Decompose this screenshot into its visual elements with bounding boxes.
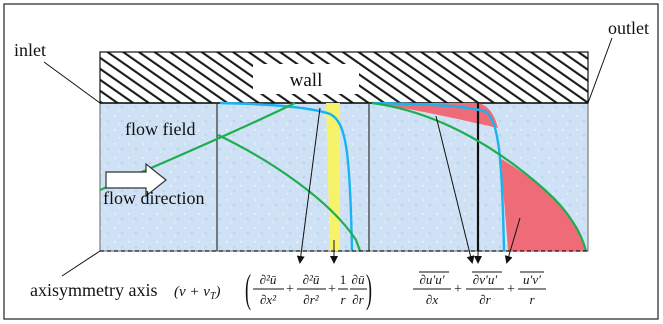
eq-l-plus-1: +: [286, 282, 294, 297]
eq-right-paren: ): [366, 266, 372, 311]
reynolds-fill-lower: [500, 158, 586, 251]
eq-r-t1-den: ∂x: [426, 292, 438, 307]
eq-l-t1-den: ∂x²: [260, 292, 277, 307]
eq-r-t2-num: ∂v′u′: [473, 272, 498, 287]
flow-direction-label: flow direction: [103, 188, 204, 208]
wall-label: wall: [290, 70, 323, 91]
equation-reynolds-terms: ∂u′u′ ∂x + ∂v′u′ ∂r + u′v′ r: [413, 271, 546, 307]
eq-l-t3a-num: 1: [340, 272, 347, 287]
eq-r-t3-den: r: [529, 292, 535, 307]
equation-viscous-terms: (v + vT) ( ∂²ū ∂x² + ∂²ū ∂r² + 1 r ∂ū ∂r…: [174, 266, 372, 311]
eq-l-t3a-den: r: [340, 292, 346, 307]
eq-l-t3b-num: ∂ū: [352, 272, 365, 287]
flow-direction-arrow-icon: [105, 162, 167, 198]
arrow-to-reynolds-term-3: [504, 217, 521, 264]
eq-prefix: (v + vT): [174, 284, 221, 302]
wall-label-box: [253, 64, 359, 94]
eq-r-t2-den: ∂r: [479, 292, 491, 307]
mean-velocity-profile-1: [219, 101, 354, 252]
outlet-label: outlet: [608, 18, 649, 38]
eq-r-t3-num: u′v′: [523, 272, 541, 287]
eq-l-t3b-den: ∂r: [352, 292, 364, 307]
turbulence-profile-2: [217, 134, 362, 252]
eq-l-t2-num: ∂²ū: [303, 272, 320, 287]
eq-l-t2-den: ∂r²: [303, 292, 319, 307]
eq-r-t1-num: ∂u′u′: [419, 272, 444, 287]
eq-l-plus-2: +: [328, 282, 336, 297]
eq-l-t1-num: ∂²ū: [260, 272, 277, 287]
viscous-term-fill: [326, 103, 340, 251]
mean-velocity-profile-2: [371, 101, 506, 252]
inlet-label: inlet: [14, 40, 46, 60]
turbulence-profile-3: [371, 101, 588, 252]
reynolds-fill-upper: [372, 103, 498, 128]
outlet-leader-line: [587, 37, 613, 104]
eq-r-plus-1: +: [454, 282, 462, 297]
flow-field-label: flow field: [125, 119, 195, 139]
axis-label: axisymmetry axis: [30, 280, 157, 300]
eq-left-paren: (: [245, 266, 251, 311]
eq-r-plus-2: +: [507, 282, 515, 297]
arrow-to-reynolds-term-1: [435, 115, 475, 264]
axis-leader-line: [61, 250, 101, 277]
arrow-to-viscous-term: [296, 107, 321, 264]
inlet-leader-line: [43, 61, 101, 104]
